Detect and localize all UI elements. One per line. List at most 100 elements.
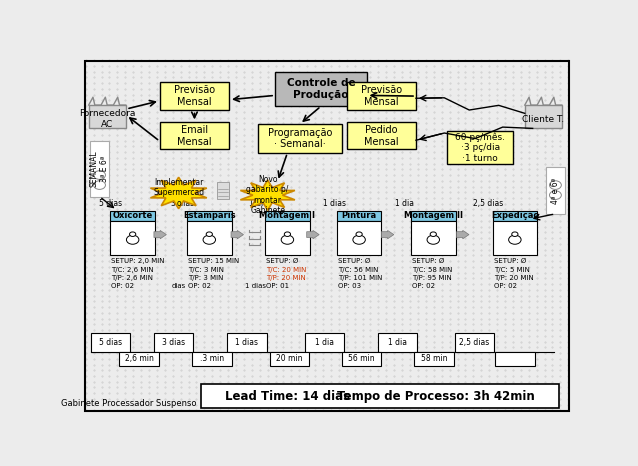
FancyBboxPatch shape	[378, 333, 417, 352]
FancyBboxPatch shape	[337, 221, 382, 255]
Text: 1 dia: 1 dia	[249, 199, 268, 207]
FancyArrow shape	[457, 230, 469, 239]
Text: Pedido
Mensal: Pedido Mensal	[364, 125, 399, 147]
Text: SETUP: Ø: SETUP: Ø	[494, 258, 526, 264]
FancyBboxPatch shape	[525, 105, 562, 129]
Polygon shape	[151, 177, 207, 209]
FancyBboxPatch shape	[89, 105, 126, 129]
FancyBboxPatch shape	[160, 82, 229, 110]
Text: Lead Time: 14 dias: Lead Time: 14 dias	[225, 390, 350, 403]
Text: Novo
gabarito p/
montar
Gabinete: Novo gabarito p/ montar Gabinete	[246, 175, 289, 215]
Circle shape	[94, 171, 105, 179]
Text: 1 dia: 1 dia	[315, 338, 334, 347]
Text: T/P: 2,6 MIN: T/P: 2,6 MIN	[112, 275, 153, 281]
FancyBboxPatch shape	[415, 352, 454, 366]
Text: Gabinete Processador Suspenso: Gabinete Processador Suspenso	[61, 399, 197, 408]
Text: 20 min: 20 min	[276, 354, 302, 363]
FancyBboxPatch shape	[495, 352, 535, 366]
Text: T/P: 101 MIN: T/P: 101 MIN	[338, 275, 382, 281]
FancyBboxPatch shape	[227, 333, 267, 352]
Text: OP: 02: OP: 02	[188, 283, 211, 289]
Text: 2,5 dias: 2,5 dias	[473, 199, 503, 207]
FancyBboxPatch shape	[265, 211, 309, 221]
FancyBboxPatch shape	[160, 122, 229, 149]
Text: 2,6 min: 2,6 min	[124, 354, 154, 363]
Text: 2,5 dias: 2,5 dias	[459, 338, 489, 347]
FancyBboxPatch shape	[493, 221, 537, 255]
Circle shape	[353, 235, 366, 244]
FancyArrow shape	[231, 230, 244, 239]
Text: Oxicorte: Oxicorte	[112, 212, 152, 220]
Circle shape	[281, 235, 293, 244]
Text: 1 dia: 1 dia	[395, 199, 414, 207]
FancyBboxPatch shape	[187, 211, 232, 221]
Text: 1 dias: 1 dias	[235, 338, 258, 347]
Circle shape	[130, 232, 136, 236]
Text: SETUP: 15 MIN: SETUP: 15 MIN	[188, 258, 239, 264]
Text: 3 dias: 3 dias	[162, 338, 185, 347]
Text: Montagem II: Montagem II	[404, 212, 463, 220]
Text: 1 dias: 1 dias	[246, 283, 267, 289]
Circle shape	[430, 232, 436, 236]
Text: T/C: 56 MIN: T/C: 56 MIN	[338, 267, 378, 273]
FancyBboxPatch shape	[493, 211, 537, 221]
Text: Cliente T.: Cliente T.	[523, 115, 565, 123]
Text: 56 min: 56 min	[348, 354, 375, 363]
Text: Implementar
Supermercad
o: Implementar Supermercad o	[153, 178, 204, 208]
Text: Previsão
Mensal: Previsão Mensal	[361, 85, 402, 107]
Text: 5 dias: 5 dias	[98, 199, 122, 207]
Text: T/C: 3 MIN: T/C: 3 MIN	[188, 267, 224, 273]
Text: OP: 03: OP: 03	[338, 283, 361, 289]
Circle shape	[285, 232, 290, 236]
FancyArrow shape	[307, 230, 319, 239]
Text: SETUP: Ø: SETUP: Ø	[266, 258, 299, 264]
Text: 1 dia: 1 dia	[388, 338, 407, 347]
Circle shape	[427, 235, 440, 244]
FancyBboxPatch shape	[89, 141, 110, 197]
Polygon shape	[241, 180, 295, 210]
Circle shape	[356, 232, 362, 236]
Text: T/C: 20 MIN: T/C: 20 MIN	[266, 267, 306, 273]
FancyBboxPatch shape	[258, 124, 342, 153]
FancyBboxPatch shape	[411, 211, 456, 221]
Text: T/P: 95 MIN: T/P: 95 MIN	[412, 275, 452, 281]
Text: OP: 01: OP: 01	[266, 283, 289, 289]
Text: T/C: 58 MIN: T/C: 58 MIN	[412, 267, 452, 273]
Text: T/P: 3 MIN: T/P: 3 MIN	[188, 275, 223, 281]
Text: T/C: 2,6 MIN: T/C: 2,6 MIN	[112, 267, 154, 273]
Circle shape	[508, 235, 521, 244]
Text: T/P: 20 MIN: T/P: 20 MIN	[494, 275, 533, 281]
FancyBboxPatch shape	[201, 384, 560, 408]
FancyBboxPatch shape	[217, 181, 229, 199]
FancyBboxPatch shape	[342, 352, 382, 366]
Circle shape	[203, 235, 216, 244]
Circle shape	[549, 191, 561, 199]
Text: 60 pç/mês.
·3 pç/dia
·1 turno: 60 pç/mês. ·3 pç/dia ·1 turno	[456, 132, 505, 163]
Text: 3 dias: 3 dias	[171, 199, 195, 207]
Text: Montagem I: Montagem I	[260, 212, 315, 220]
Text: SETUP: Ø: SETUP: Ø	[412, 258, 444, 264]
Text: 5 dias: 5 dias	[99, 338, 122, 347]
Text: Fornecedora
AC: Fornecedora AC	[79, 110, 136, 129]
Text: dias: dias	[171, 283, 186, 289]
Text: 4ª e 6ª: 4ª e 6ª	[551, 178, 560, 204]
Text: .3 min: .3 min	[200, 354, 225, 363]
Text: Programação
· Semanal·: Programação · Semanal·	[267, 128, 332, 149]
Text: 1 dias: 1 dias	[323, 199, 346, 207]
FancyBboxPatch shape	[454, 333, 494, 352]
Text: SEMANAL
3ª E 6ª: SEMANAL 3ª E 6ª	[90, 151, 109, 187]
FancyBboxPatch shape	[411, 221, 456, 255]
Text: Pintura: Pintura	[341, 212, 376, 220]
FancyBboxPatch shape	[347, 122, 416, 149]
Text: Previsão
Mensal: Previsão Mensal	[174, 85, 215, 107]
Circle shape	[126, 235, 139, 244]
FancyBboxPatch shape	[305, 333, 345, 352]
FancyBboxPatch shape	[270, 352, 309, 366]
FancyArrow shape	[154, 230, 167, 239]
FancyBboxPatch shape	[193, 352, 232, 366]
Text: Estamparis: Estamparis	[183, 212, 235, 220]
Text: OP: 02: OP: 02	[412, 283, 435, 289]
FancyBboxPatch shape	[545, 167, 565, 214]
Text: OP: 02: OP: 02	[112, 283, 135, 289]
FancyBboxPatch shape	[154, 333, 193, 352]
